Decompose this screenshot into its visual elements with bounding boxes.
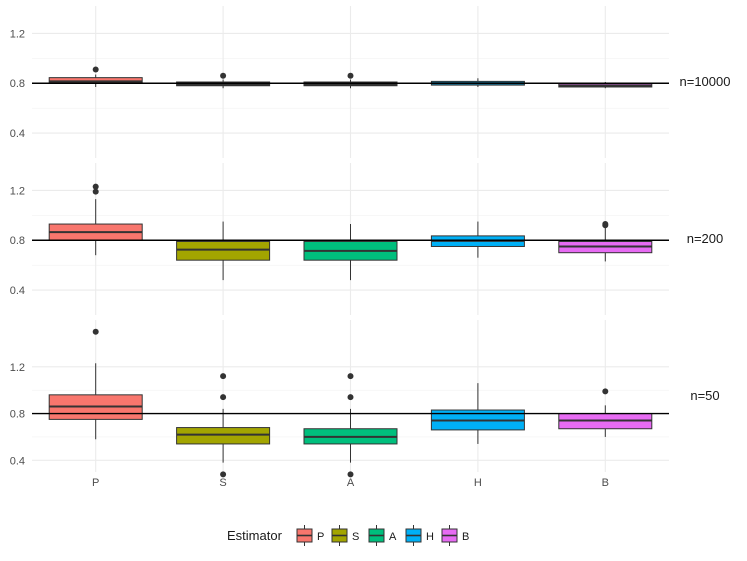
y-tick-label: 0.4 xyxy=(10,455,25,467)
x-tick-label: B xyxy=(602,477,609,489)
y-tick-label: 1.2 xyxy=(10,362,25,374)
x-tick-label: P xyxy=(92,477,99,489)
box-S xyxy=(176,427,271,445)
outlier-point xyxy=(92,183,99,190)
outlier-point xyxy=(602,388,609,395)
box-S xyxy=(176,240,271,261)
outlier-point xyxy=(347,373,354,380)
outlier-point xyxy=(92,66,99,73)
y-tick-label: 0.4 xyxy=(10,285,25,297)
y-tick-label: 1.2 xyxy=(10,28,25,40)
legend-label: S xyxy=(352,531,359,543)
x-tick-label: S xyxy=(219,477,226,489)
y-tick-label: 1.2 xyxy=(10,185,25,197)
legend-label: B xyxy=(462,531,469,543)
outlier-point xyxy=(220,471,227,478)
outlier-point xyxy=(220,373,227,380)
outlier-point xyxy=(92,188,99,195)
x-tick-label: A xyxy=(347,477,355,489)
legend-title: Estimator xyxy=(227,528,283,543)
outlier-point xyxy=(347,72,354,79)
y-tick-label: 0.8 xyxy=(10,78,25,90)
outlier-point xyxy=(220,72,227,79)
x-tick-label: H xyxy=(474,477,482,489)
legend-label: P xyxy=(317,531,324,543)
outlier-point xyxy=(602,221,609,228)
outlier-point xyxy=(92,328,99,335)
y-tick-label: 0.8 xyxy=(10,409,25,421)
facet-strip-label: n=200 xyxy=(687,231,724,246)
facet-strip-label: n=10000 xyxy=(680,74,731,89)
legend-label: H xyxy=(426,531,434,543)
y-tick-label: 0.4 xyxy=(10,128,25,140)
legend-label: A xyxy=(389,531,397,543)
y-tick-label: 0.8 xyxy=(10,235,25,247)
outlier-point xyxy=(347,471,354,478)
outlier-point xyxy=(347,394,354,401)
facet-strip-label: n=50 xyxy=(690,388,719,403)
outlier-point xyxy=(220,394,227,401)
